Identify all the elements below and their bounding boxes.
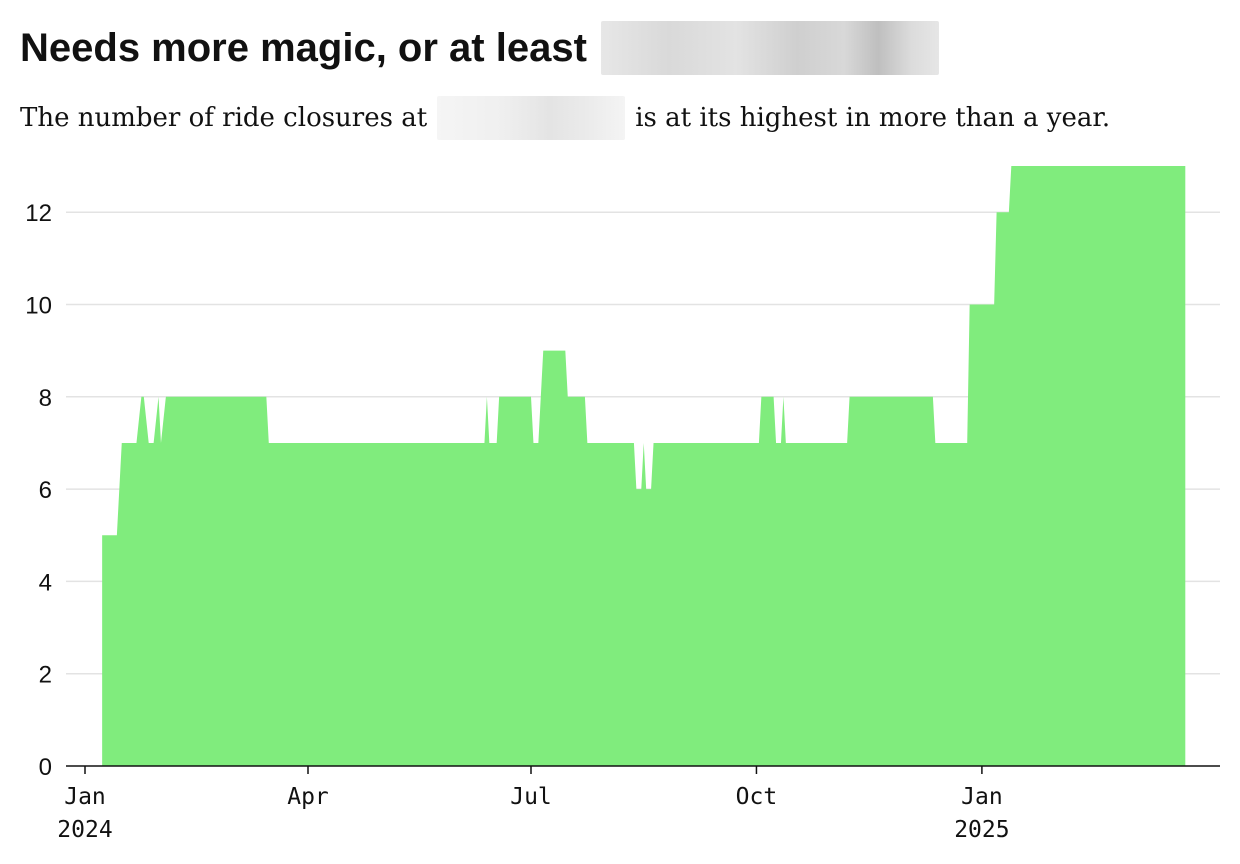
redacted-subtitle-block [437, 96, 626, 140]
y-tick-label: 10 [25, 293, 52, 320]
area-series [102, 166, 1186, 767]
title-row: Needs more magic, or at least [20, 20, 939, 76]
y-tick-label: 12 [25, 200, 52, 227]
x-tick-label: Jan [961, 784, 1003, 810]
y-tick-label: 2 [39, 662, 52, 689]
y-tick-label: 4 [39, 569, 52, 596]
x-tick-year-label: 2024 [57, 817, 112, 843]
y-tick-label: 8 [39, 385, 52, 412]
y-axis-ticks: 0 2 4 6 8 10 12 [25, 200, 52, 781]
x-tick-label: Apr [287, 784, 329, 810]
x-tick-label: Oct [736, 784, 778, 810]
subtitle-row: The number of ride closures at is at its… [20, 96, 1110, 140]
redacted-title-block [600, 21, 939, 75]
closures-area [102, 166, 1186, 767]
chart-subtitle-start: The number of ride closures at [20, 103, 428, 133]
x-axis-ticks: Jan 2024 Apr Jul Oct Jan 2025 [57, 766, 1010, 843]
y-tick-label: 0 [39, 754, 52, 781]
chart-title: Needs more magic, or at least [20, 26, 587, 70]
x-tick-label: Jan [64, 784, 106, 810]
x-tick-year-label: 2025 [954, 817, 1009, 843]
y-tick-label: 6 [39, 477, 52, 504]
chart-subtitle-end: is at its highest in more than a year. [635, 103, 1111, 133]
x-tick-label: Jul [510, 784, 552, 810]
